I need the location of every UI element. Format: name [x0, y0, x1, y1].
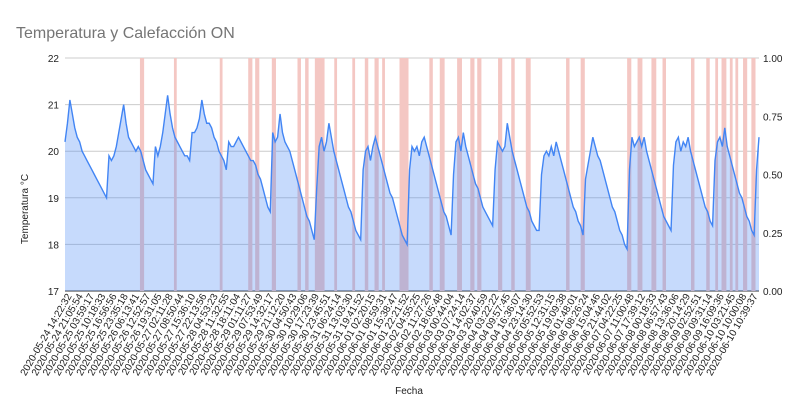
- heating-on-band: [690, 58, 695, 291]
- y2-tick-label: 0.25: [763, 229, 783, 240]
- y-axis-right: 0.00 0.25 0.50 0.75 1.00: [763, 54, 783, 298]
- heating-on-band: [305, 58, 309, 291]
- y-tick-label: 22: [48, 54, 60, 65]
- heating-on-band: [751, 58, 756, 291]
- heating-on-band: [352, 58, 356, 291]
- y-axis-title: Temperatura °C: [20, 174, 31, 244]
- y-tick-label: 20: [48, 147, 60, 158]
- heating-on-band: [457, 58, 462, 291]
- heating-on-band: [477, 58, 482, 291]
- x-axis-title: Fecha: [395, 386, 423, 397]
- temperature-line: [64, 95, 760, 252]
- heating-on-band: [580, 58, 585, 291]
- y-tick-label: 19: [48, 194, 60, 205]
- heating-on-band: [382, 58, 385, 291]
- heating-on-band: [729, 58, 733, 291]
- y-axis-left: 17 18 19 20 21 22: [48, 54, 60, 298]
- grid-lines: [65, 57, 759, 292]
- heating-on-band: [248, 58, 253, 291]
- heating-on-band: [219, 58, 223, 291]
- heating-on-band: [511, 58, 515, 291]
- heating-on-band: [662, 58, 667, 291]
- y2-tick-label: 1.00: [763, 54, 783, 65]
- heating-on-band: [743, 58, 748, 291]
- heating-on-bands: [139, 58, 756, 291]
- y2-tick-label: 0.00: [763, 287, 783, 298]
- heating-on-band: [715, 58, 719, 291]
- heating-on-band: [314, 58, 325, 291]
- temperature-series: [64, 95, 760, 291]
- heating-on-band: [637, 58, 643, 291]
- heating-on-band: [297, 58, 301, 291]
- heating-on-band: [374, 58, 379, 291]
- heating-on-band: [735, 58, 739, 291]
- heating-on-band: [429, 58, 433, 291]
- heating-on-band: [566, 58, 570, 291]
- heating-on-band: [706, 58, 710, 291]
- y2-tick-label: 0.75: [763, 112, 783, 123]
- heating-on-band: [139, 58, 145, 291]
- heating-on-band: [439, 58, 445, 291]
- temperature-area-fill: [65, 95, 759, 291]
- heating-on-band: [255, 58, 260, 291]
- heating-on-band: [399, 58, 409, 291]
- y-tick-label: 18: [48, 240, 60, 251]
- heating-on-band: [651, 58, 657, 291]
- heating-on-band: [721, 58, 727, 291]
- heating-on-band: [334, 58, 338, 291]
- heating-on-band: [498, 58, 503, 291]
- heating-on-band: [271, 58, 276, 291]
- chart-title: Temperatura y Calefacción ON: [16, 25, 235, 42]
- heating-on-band: [525, 58, 531, 291]
- y-tick-label: 17: [48, 287, 60, 298]
- y2-tick-label: 0.50: [763, 171, 783, 182]
- heating-on-band: [173, 58, 177, 291]
- heating-on-band: [364, 58, 369, 291]
- y-tick-label: 21: [48, 101, 60, 112]
